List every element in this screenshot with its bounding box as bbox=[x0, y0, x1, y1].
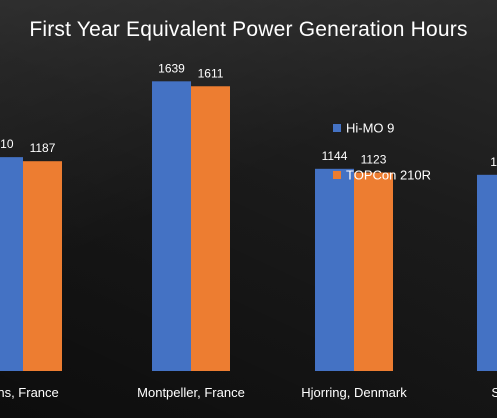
bar-topcon-210r-1 bbox=[191, 86, 230, 372]
data-label: 1123 bbox=[361, 153, 387, 167]
bar-topcon-210r-2 bbox=[354, 172, 393, 371]
data-label: 1187 bbox=[30, 141, 56, 155]
category-label: Montpeller, France bbox=[137, 385, 245, 400]
category-labels-layer: iens, France Montpeller, France Hjorring, … bbox=[0, 385, 497, 400]
data-label: 11 bbox=[490, 155, 497, 169]
bar-hi-mo-9-0 bbox=[0, 157, 23, 371]
bar-hi-mo-9-3 bbox=[477, 174, 497, 371]
bar-hi-mo-9-2 bbox=[315, 168, 354, 371]
legend-label: Hi-MO 9 bbox=[346, 121, 394, 136]
bars-layer bbox=[0, 81, 497, 372]
category-label: Hjorring, Denmark bbox=[301, 385, 407, 400]
category-label: iens, France bbox=[0, 385, 59, 400]
data-labels-layer: 210 1187 1639 1611 1144 1123 11 bbox=[0, 61, 497, 168]
chart-title: First Year Equivalent Power Generation H… bbox=[29, 18, 468, 41]
legend: Hi-MO 9 TOPCon 210R bbox=[333, 121, 431, 183]
data-label: 1639 bbox=[158, 61, 185, 75]
legend-swatch-hi-mo-9 bbox=[333, 124, 341, 132]
data-label: 1611 bbox=[198, 66, 224, 80]
legend-swatch-topcon-210r bbox=[333, 171, 341, 179]
category-label: Sonderb bbox=[491, 385, 497, 400]
data-label: 1144 bbox=[322, 149, 348, 163]
legend-label: TOPCon 210R bbox=[346, 168, 431, 183]
bar-hi-mo-9-1 bbox=[152, 81, 191, 371]
bar-topcon-210r-0 bbox=[23, 161, 62, 371]
data-label: 210 bbox=[0, 137, 14, 151]
